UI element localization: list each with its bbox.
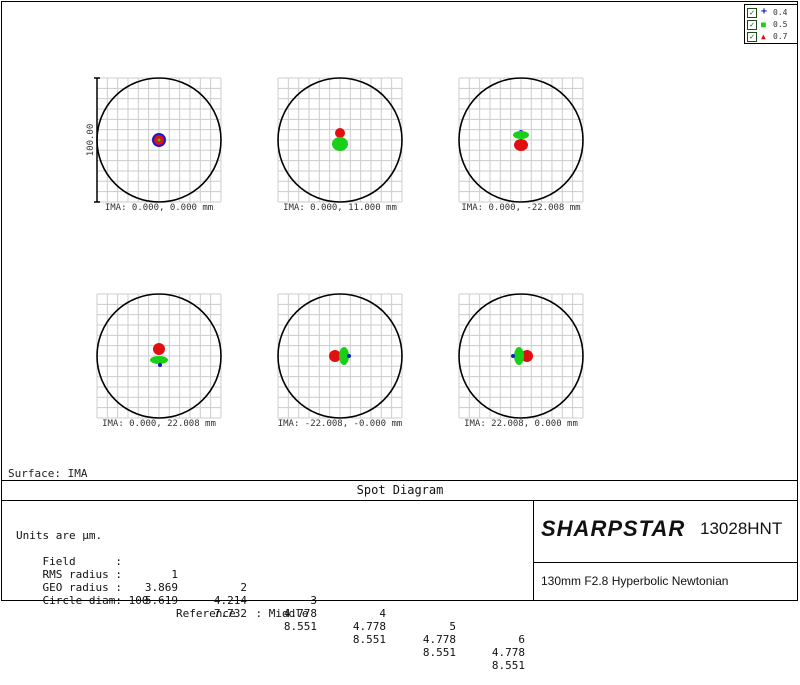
spot-green [339, 347, 349, 365]
red-triangle-icon: ▲ [761, 32, 766, 41]
table-cell: 6 [518, 633, 525, 646]
spot-green [513, 131, 529, 139]
units-line: Units are µm. [16, 529, 103, 542]
table-cell: 4.214 [213, 594, 247, 607]
telescope-description: 130mm F2.8 Hyperbolic Newtonian [541, 574, 729, 588]
wavelength-legend: ✓ + 0.4 ✓ ■ 0.5 ✓ ▲ 0.7 [744, 4, 798, 44]
field-label: IMA: 0.000, 11.000 mm [283, 203, 397, 213]
green-square-icon: ■ [761, 20, 766, 29]
table-cell: 4.778 [422, 633, 456, 646]
surface-label: Surface: IMA [8, 467, 88, 480]
divider [533, 500, 534, 601]
table-cell: 3 [310, 594, 317, 607]
airy-circle [458, 293, 584, 419]
model-name: 13028HNT [700, 519, 783, 538]
spot-green [157, 138, 161, 142]
brand-logo: SHARPSTAR [541, 516, 686, 541]
spot-red [153, 343, 165, 355]
diagram-title: Spot Diagram [356, 483, 444, 497]
spot-blue [511, 354, 515, 358]
row-label: RMS radius : [42, 568, 122, 581]
table-cell: 1 [171, 568, 178, 581]
field-label: IMA: 0.000, 22.008 mm [102, 419, 216, 429]
table-cell: 2 [240, 581, 247, 594]
spot-red [335, 128, 345, 138]
spot-red [329, 350, 341, 362]
legend-wavelength: 0.5 [773, 20, 788, 29]
legend-wavelength: 0.7 [773, 32, 788, 41]
spot-red [514, 139, 528, 151]
table-cell: 8.551 [283, 620, 317, 633]
airy-circle [458, 77, 584, 203]
checkbox-icon[interactable]: ✓ [747, 32, 757, 42]
table-row: Field : 1 2 3 4 5 6 [16, 542, 526, 646]
table-cell: 4.778 [491, 646, 525, 659]
airy-circle [277, 77, 403, 203]
table-row: RMS radius : 3.869 4.214 4.778 4.778 4.7… [16, 555, 526, 659]
table-cell: 4.778 [352, 620, 386, 633]
table-cell: 8.551 [352, 633, 386, 646]
spot-blue [158, 363, 162, 367]
reference-label: Reference : Middle [176, 607, 309, 620]
row-label: GEO radius : [42, 581, 122, 594]
legend-wavelength: 0.4 [773, 8, 788, 17]
divider [533, 562, 798, 563]
blue-cross-icon: + [761, 6, 768, 17]
scale-label: 100.00 [86, 124, 96, 157]
divider [1, 500, 798, 501]
table-cell: 4 [379, 607, 386, 620]
table-cell: 5 [449, 620, 456, 633]
spot-red [521, 350, 533, 362]
circle-diam-label: Circle diam: 100 [42, 594, 149, 607]
field-label: IMA: 22.008, 0.000 mm [464, 419, 578, 429]
checkbox-icon[interactable]: ✓ [747, 20, 757, 30]
checkbox-icon[interactable]: ✓ [747, 8, 757, 18]
table-cell: 3.869 [144, 581, 178, 594]
spot-green [150, 356, 168, 364]
field-label: IMA: 0.000, 0.000 mm [105, 203, 213, 213]
table-cell: 8.551 [422, 646, 456, 659]
airy-circle [96, 293, 222, 419]
plot-frame [1, 1, 798, 601]
table-cell: 8.551 [491, 659, 525, 672]
divider [1, 480, 798, 481]
field-label: IMA: 0.000, -22.008 mm [461, 203, 580, 213]
stats-table: Units are µm. Field : 1 2 3 4 5 6 RMS ra… [16, 529, 526, 672]
table-footer: Circle diam: 100 Reference : Middle [16, 581, 309, 620]
table-row: GEO radius : 5.619 7.732 8.551 8.551 8.5… [16, 568, 526, 672]
spot-green [332, 137, 348, 151]
spot-blue [347, 354, 351, 358]
airy-circle [277, 293, 403, 419]
spot-green [514, 347, 524, 365]
spot-diagram-plot: IMA: 0.000, 0.000 mm IMA: 0.000, 11.000 m… [86, 77, 584, 429]
field-label: IMA: -22.008, -0.000 mm [278, 419, 403, 429]
row-label: Field : [42, 555, 122, 568]
